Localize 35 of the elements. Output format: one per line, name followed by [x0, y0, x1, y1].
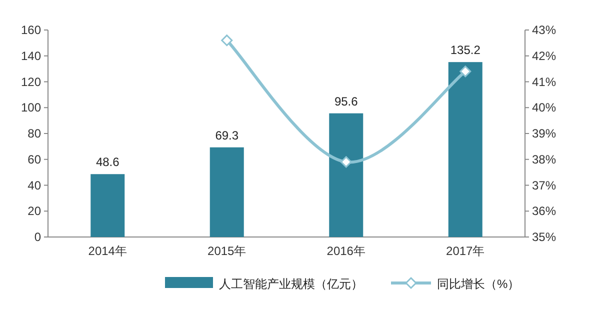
y2-tick-label: 39% [532, 126, 556, 140]
x-tick-label: 2014年 [88, 244, 127, 258]
y2-tick-label: 43% [532, 23, 556, 37]
legend-label: 同比增长（%） [437, 277, 520, 291]
bar [210, 147, 244, 237]
y2-tick-label: 40% [532, 100, 556, 115]
x-tick-label: 2017年 [446, 244, 485, 258]
y-tick-label: 100 [20, 100, 42, 115]
data-label: 69.3 [215, 128, 239, 142]
y2-tick-label: 41% [532, 74, 556, 89]
x-tick-label: 2016年 [326, 244, 366, 258]
y2-tick-label: 36% [532, 204, 556, 218]
point [221, 34, 233, 46]
y2-tick-label: 35% [532, 230, 556, 244]
y2-tick-label: 37% [532, 178, 556, 192]
x-tick-label: 2015年 [208, 244, 246, 258]
point [340, 156, 352, 168]
y-tick-label: 60 [28, 152, 42, 166]
y-tick-label: 160 [20, 23, 42, 37]
y-tick-label: 20 [28, 204, 42, 218]
bar [90, 174, 125, 237]
data-label: 95.6 [334, 94, 358, 108]
data-label: 135.2 [450, 43, 481, 58]
bar [448, 62, 482, 237]
y-tick-label: 0 [34, 230, 42, 244]
y-tick-label: 40 [28, 178, 42, 192]
point [460, 66, 472, 78]
bar [329, 113, 364, 237]
y2-tick-label: 38% [532, 152, 556, 166]
legend-label: 人工智能产业规模（亿元） [219, 277, 363, 291]
y2-tick-label: 42% [532, 48, 556, 63]
y-tick-label: 80 [28, 126, 42, 140]
data-label: 48.6 [96, 155, 120, 170]
y-tick-label: 120 [20, 74, 42, 89]
y-tick-label: 140 [20, 48, 42, 63]
